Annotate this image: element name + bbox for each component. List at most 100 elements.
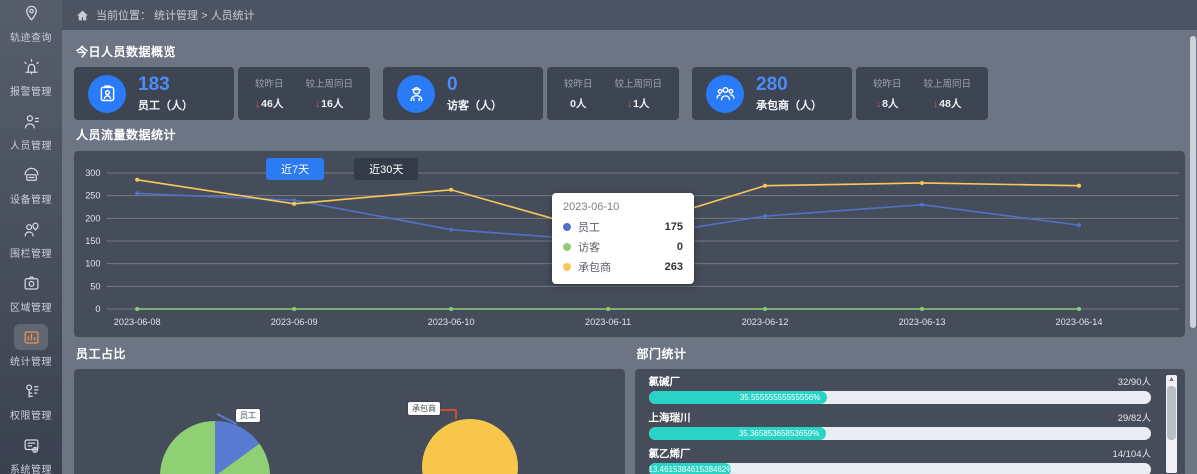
svg-text:50: 50: [90, 281, 100, 291]
scroll-up-icon[interactable]: ▲: [1168, 376, 1175, 383]
svg-text:300: 300: [85, 168, 100, 178]
contractor-count: 280: [756, 73, 788, 95]
personnel-icon: [24, 114, 39, 128]
sidebar-item-device[interactable]: 设备管理: [2, 162, 60, 206]
sidebar-item-permission[interactable]: 权限管理: [2, 378, 60, 422]
sidebar-item-label: 设备管理: [10, 195, 52, 206]
pie-slice-label: 员工: [236, 409, 260, 422]
department-scrollbar[interactable]: ▲: [1166, 375, 1177, 473]
tooltip-date: 2023-06-10: [563, 201, 620, 213]
sidebar-item-label: 人员管理: [10, 141, 52, 152]
breadcrumb: 当前位置： 统计管理 > 人员统计: [62, 0, 1197, 30]
tooltip-series-name: 员工: [578, 222, 600, 234]
down-arrow-icon: ↓: [933, 99, 939, 110]
sidebar-item-label: 区域管理: [10, 303, 52, 314]
badge-icon: [100, 85, 114, 102]
department-progress-bar: 35.36585365853659%: [648, 427, 827, 440]
compare-value: 46人: [261, 98, 284, 110]
contractor-card-group: 280 承包商（人） 较昨日 ↓8人 较上周同日 ↓48人: [692, 67, 988, 120]
department-count: 32/90人: [1117, 377, 1151, 388]
scrollbar-thumb[interactable]: [1167, 386, 1176, 440]
permission-icon: [25, 384, 38, 398]
svg-text:2023-06-12: 2023-06-12: [742, 317, 789, 327]
visitor-label: 访客（人）: [447, 100, 502, 113]
department-name: 上海瑞川: [648, 412, 691, 424]
range-tabs: 近7天 近30天: [266, 158, 419, 180]
sidebar-item-label: 权限管理: [10, 411, 52, 422]
sidebar-item-track-query[interactable]: 轨迹查询: [2, 0, 60, 44]
compare-label: 较昨日: [563, 79, 593, 90]
employee-ratio-charts: 员工 承包商: [74, 369, 625, 474]
down-arrow-icon: ↓: [255, 99, 261, 110]
svg-text:2023-06-10: 2023-06-10: [428, 317, 475, 327]
bottom-row: 员工占比 员工 承包商 部门统计 氯碱厂 32/90人 35.555555555: [74, 339, 1185, 474]
department-row: 氯乙烯厂 14/104人 13.461538461538462%: [648, 446, 1151, 474]
contractor-pie-chart[interactable]: [422, 419, 518, 474]
series-dot-visitor: [563, 243, 571, 251]
compare-value: 0人: [570, 98, 587, 110]
svg-text:0: 0: [95, 304, 100, 314]
employee-count: 183: [138, 73, 170, 95]
svg-text:2023-06-09: 2023-06-09: [271, 317, 318, 327]
page-scrollbar-thumb[interactable]: [1190, 36, 1196, 328]
department-name: 氯乙烯厂: [648, 448, 691, 460]
content: 今日人员数据概览 183 员工（人） 较昨日 ↓46人 较上周同日: [62, 30, 1197, 474]
employee-pie-chart[interactable]: [160, 421, 270, 474]
overview-cards: 183 员工（人） 较昨日 ↓46人 较上周同日 ↓16人: [74, 67, 1185, 120]
system-icon: [24, 438, 38, 453]
track-icon: [25, 5, 37, 20]
compare-label: 较昨日: [872, 79, 902, 90]
sidebar-item-label: 系统管理: [10, 465, 52, 474]
sidebar-item-system[interactable]: 系统管理: [2, 432, 60, 474]
compare-label: 较上周同日: [614, 79, 662, 90]
compare-value: 16人: [321, 98, 344, 110]
contractor-label: 承包商（人）: [756, 100, 822, 113]
department-progress-bar: 35.55555555555556%: [648, 391, 828, 404]
statistics-icon: [24, 330, 38, 344]
home-icon: [77, 10, 88, 20]
department-stats: 氯碱厂 32/90人 35.55555555555556% 上海瑞川 29/82人 …: [634, 369, 1185, 474]
employee-card-group: 183 员工（人） 较昨日 ↓46人 较上周同日 ↓16人: [74, 67, 370, 120]
tab-last-7-days[interactable]: 近7天: [266, 158, 325, 180]
svg-text:100: 100: [85, 259, 100, 269]
department-title: 部门统计: [636, 347, 687, 361]
department-count: 14/104人: [1112, 449, 1151, 460]
sidebar-item-label: 统计管理: [10, 357, 52, 368]
series-dot-contractor: [563, 263, 571, 271]
tooltip-series-name: 访客: [578, 242, 600, 254]
department-progress-bar: 13.461538461538462%: [648, 463, 734, 474]
employee-ratio-title: 员工占比: [76, 347, 127, 361]
overview-title: 今日人员数据概览: [76, 45, 177, 59]
compare-value: 8人: [882, 98, 899, 110]
sidebar-item-statistics[interactable]: 统计管理: [2, 324, 60, 368]
department-count: 29/82人: [1117, 413, 1151, 424]
overview-panel: 今日人员数据概览 183 员工（人） 较昨日 ↓46人 较上周同日: [74, 37, 1185, 120]
svg-text:250: 250: [85, 191, 100, 201]
contractors-icon: [715, 87, 735, 101]
sidebar-item-fence[interactable]: 围栏管理: [2, 216, 60, 260]
employee-ratio-panel: 员工占比 员工 承包商: [74, 339, 625, 474]
department-row: 氯碱厂 32/90人 35.55555555555556%: [648, 374, 1151, 404]
pie-leader-line: [440, 409, 456, 411]
down-arrow-icon: ↓: [627, 99, 633, 110]
compare-label: 较上周同日: [305, 79, 353, 90]
department-panel: 部门统计 氯碱厂 32/90人 35.55555555555556% 上海瑞川 29…: [634, 339, 1185, 474]
tab-last-30-days[interactable]: 近30天: [354, 158, 419, 180]
fence-icon: [24, 222, 39, 236]
compare-value: 48人: [939, 98, 962, 110]
tooltip-series-value: 175: [664, 221, 683, 233]
breadcrumb-text: 当前位置： 统计管理 > 人员统计: [96, 10, 255, 22]
sidebar-item-label: 围栏管理: [10, 249, 52, 260]
sidebar-item-area[interactable]: 区域管理: [2, 270, 60, 314]
visitor-count: 0: [447, 73, 458, 95]
sidebar-item-label: 报警管理: [10, 87, 52, 98]
sidebar-item-personnel[interactable]: 人员管理: [2, 108, 60, 152]
svg-text:2023-06-08: 2023-06-08: [114, 317, 161, 327]
employee-compare-card: 较昨日 ↓46人 较上周同日 ↓16人: [238, 67, 370, 120]
contractor-compare-card: 较昨日 ↓8人 较上周同日 ↓48人: [856, 67, 988, 120]
department-row: 上海瑞川 29/82人 35.36585365853659%: [648, 410, 1151, 440]
series-dot-employee: [563, 223, 571, 231]
sidebar-item-alarm[interactable]: 报警管理: [2, 54, 60, 98]
svg-text:2023-06-11: 2023-06-11: [585, 317, 631, 327]
compare-value: 1人: [633, 98, 650, 110]
